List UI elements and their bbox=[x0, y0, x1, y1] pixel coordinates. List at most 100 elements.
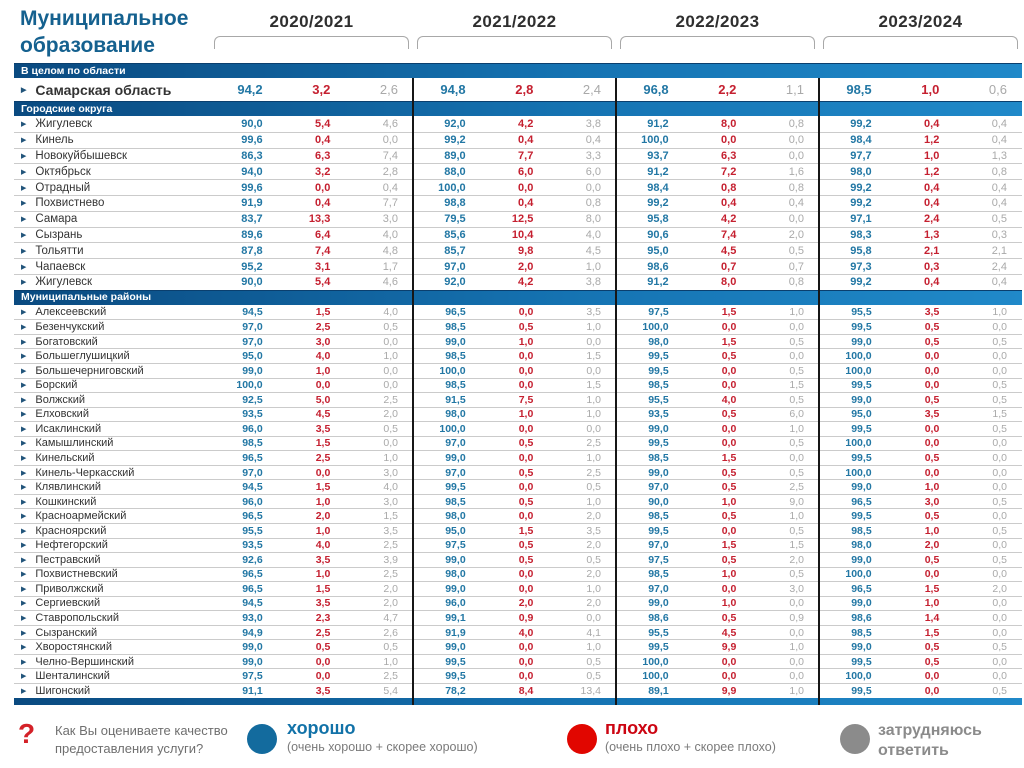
row-arrow-icon: ▶ bbox=[21, 484, 27, 492]
value-undecided: 0,0 bbox=[383, 379, 398, 392]
municipality-name: Клявлинский bbox=[35, 481, 102, 494]
value-bad: 0,3 bbox=[924, 260, 940, 273]
page-title: Муниципальное образование bbox=[20, 5, 188, 60]
value-bad: 3,5 bbox=[315, 597, 331, 610]
value-good: 96,5 bbox=[851, 495, 872, 508]
value-bad: 3,5 bbox=[924, 408, 940, 421]
value-undecided: 1,0 bbox=[585, 260, 601, 273]
value-good: 99,0 bbox=[851, 393, 872, 406]
legend: ? Как Вы оцениваете качество предоставле… bbox=[0, 714, 1024, 768]
value-bad: 0,5 bbox=[518, 539, 534, 552]
value-bad: 0,0 bbox=[924, 379, 940, 392]
row-arrow-icon: ▶ bbox=[21, 542, 27, 550]
value-good: 99,0 bbox=[851, 553, 872, 566]
section-header: Городские округа bbox=[14, 101, 1022, 116]
municipality-name-cell: ▶ Октябрьск bbox=[14, 166, 210, 178]
value-good: 95,8 bbox=[647, 213, 669, 226]
value-good: 95,2 bbox=[241, 260, 263, 273]
value-bad: 7,2 bbox=[721, 165, 737, 178]
value-undecided: 2,0 bbox=[788, 228, 804, 241]
value-good: 99,0 bbox=[851, 641, 872, 654]
value-good: 99,0 bbox=[242, 364, 263, 377]
municipality-name-cell: ▶ Борский bbox=[14, 379, 210, 391]
value-good: 100,0 bbox=[845, 568, 872, 581]
value-undecided: 0,5 bbox=[586, 655, 601, 668]
value-good: 79,5 bbox=[444, 213, 466, 226]
value-good: 78,2 bbox=[445, 684, 466, 697]
municipality-name-cell: ▶ Кошкинский bbox=[14, 496, 210, 508]
value-undecided: 1,0 bbox=[586, 495, 601, 508]
value-undecided: 0,5 bbox=[586, 481, 601, 494]
value-bad: 4,2 bbox=[518, 117, 534, 130]
year-header-row: 2020/2021 2021/2022 2022/2023 2023/2024 bbox=[210, 12, 1022, 49]
value-bad: 2,0 bbox=[518, 260, 534, 273]
value-good: 96,5 bbox=[242, 510, 263, 523]
undecided-marker-icon bbox=[840, 724, 870, 754]
value-good: 91,9 bbox=[241, 197, 263, 210]
value-good: 99,0 bbox=[242, 641, 263, 654]
value-good: 89,1 bbox=[648, 684, 669, 697]
municipality-row: ▶ Красноармейский 96,5 2,0 1,5 98,0 0,0 2,0 98,5… bbox=[14, 508, 1022, 523]
value-good: 95,5 bbox=[242, 524, 263, 537]
municipality-row: ▶ Кошкинский 96,0 1,0 3,0 98,5 0,5 1,0 90,0 1,0 9,… bbox=[14, 493, 1022, 509]
municipality-name-cell: ▶ Кинель bbox=[14, 134, 210, 146]
year-bracket bbox=[417, 36, 612, 49]
value-undecided: 0,5 bbox=[992, 379, 1007, 392]
row-arrow-icon: ▶ bbox=[21, 615, 27, 623]
value-good: 100,0 bbox=[236, 379, 263, 392]
value-bad: 0,4 bbox=[924, 117, 940, 130]
value-good: 93,5 bbox=[648, 408, 669, 421]
value-undecided: 2,0 bbox=[586, 510, 601, 523]
row-arrow-icon: ▶ bbox=[21, 86, 27, 94]
year-group-divider bbox=[615, 78, 617, 705]
value-undecided: 1,5 bbox=[586, 379, 601, 392]
value-bad: 0,5 bbox=[518, 495, 534, 508]
row-arrow-icon: ▶ bbox=[21, 279, 27, 287]
value-bad: 2,2 bbox=[718, 82, 737, 97]
value-undecided: 0,0 bbox=[586, 335, 601, 348]
value-undecided: 0,5 bbox=[789, 437, 804, 450]
value-good: 98,5 bbox=[846, 82, 872, 97]
value-good: 93,0 bbox=[242, 612, 263, 625]
value-good: 99,6 bbox=[241, 181, 263, 194]
municipality-row: ▶ Ставропольский 93,0 2,3 4,7 99,1 0,9 0,0 98,6 0… bbox=[14, 610, 1022, 625]
page-title-line2: образование bbox=[20, 34, 155, 58]
value-undecided: 2,0 bbox=[789, 553, 804, 566]
value-bad: 0,5 bbox=[924, 393, 940, 406]
value-undecided: 0,0 bbox=[788, 149, 804, 162]
value-undecided: 4,8 bbox=[382, 244, 398, 257]
value-good: 95,5 bbox=[648, 393, 669, 406]
municipality-row: ▶ Отрадный 99,6 0,0 0,4 100,0 0,0 0,0 98,4 0,8 0,8… bbox=[14, 179, 1022, 195]
value-undecided: 2,0 bbox=[586, 597, 601, 610]
value-bad: 6,0 bbox=[518, 165, 534, 178]
municipality-name-cell: ▶ Кинельский bbox=[14, 452, 210, 464]
value-bad: 2,4 bbox=[924, 213, 940, 226]
legend-good-subtitle: (очень хорошо + скорее хорошо) bbox=[287, 739, 478, 754]
value-bad: 5,4 bbox=[315, 117, 331, 130]
value-good: 99,5 bbox=[851, 422, 872, 435]
value-good: 100,0 bbox=[439, 364, 466, 377]
value-undecided: 0,0 bbox=[382, 134, 398, 147]
value-undecided: 0,0 bbox=[992, 597, 1007, 610]
section-header: Муниципальные районы bbox=[14, 289, 1022, 305]
row-arrow-icon: ▶ bbox=[21, 353, 27, 361]
year-header: 2021/2022 bbox=[413, 12, 616, 49]
value-undecided: 1,0 bbox=[789, 510, 804, 523]
value-bad: 1,5 bbox=[518, 524, 534, 537]
value-undecided: 0,5 bbox=[992, 553, 1007, 566]
municipality-row: ▶ Самарская область 94,2 3,2 2,6 94,8 2,8 2,4 96… bbox=[14, 78, 1022, 101]
value-good: 98,5 bbox=[242, 437, 263, 450]
value-good: 99,0 bbox=[851, 597, 872, 610]
value-undecided: 0,5 bbox=[789, 568, 804, 581]
value-bad: 0,5 bbox=[721, 481, 737, 494]
value-good: 99,0 bbox=[445, 641, 466, 654]
value-good: 93,7 bbox=[647, 149, 669, 162]
value-undecided: 1,1 bbox=[785, 82, 804, 97]
municipality-row: ▶ Жигулевск 90,0 5,4 4,6 92,0 4,2 3,8 91,2 8,0 0,8… bbox=[14, 116, 1022, 132]
value-undecided: 0,5 bbox=[383, 321, 398, 334]
value-undecided: 2,0 bbox=[383, 597, 398, 610]
value-bad: 0,5 bbox=[924, 510, 940, 523]
value-good: 100,0 bbox=[845, 437, 872, 450]
value-good: 96,5 bbox=[851, 582, 872, 595]
legend-item-good: хорошо (очень хорошо + скорее хорошо) bbox=[287, 718, 478, 754]
